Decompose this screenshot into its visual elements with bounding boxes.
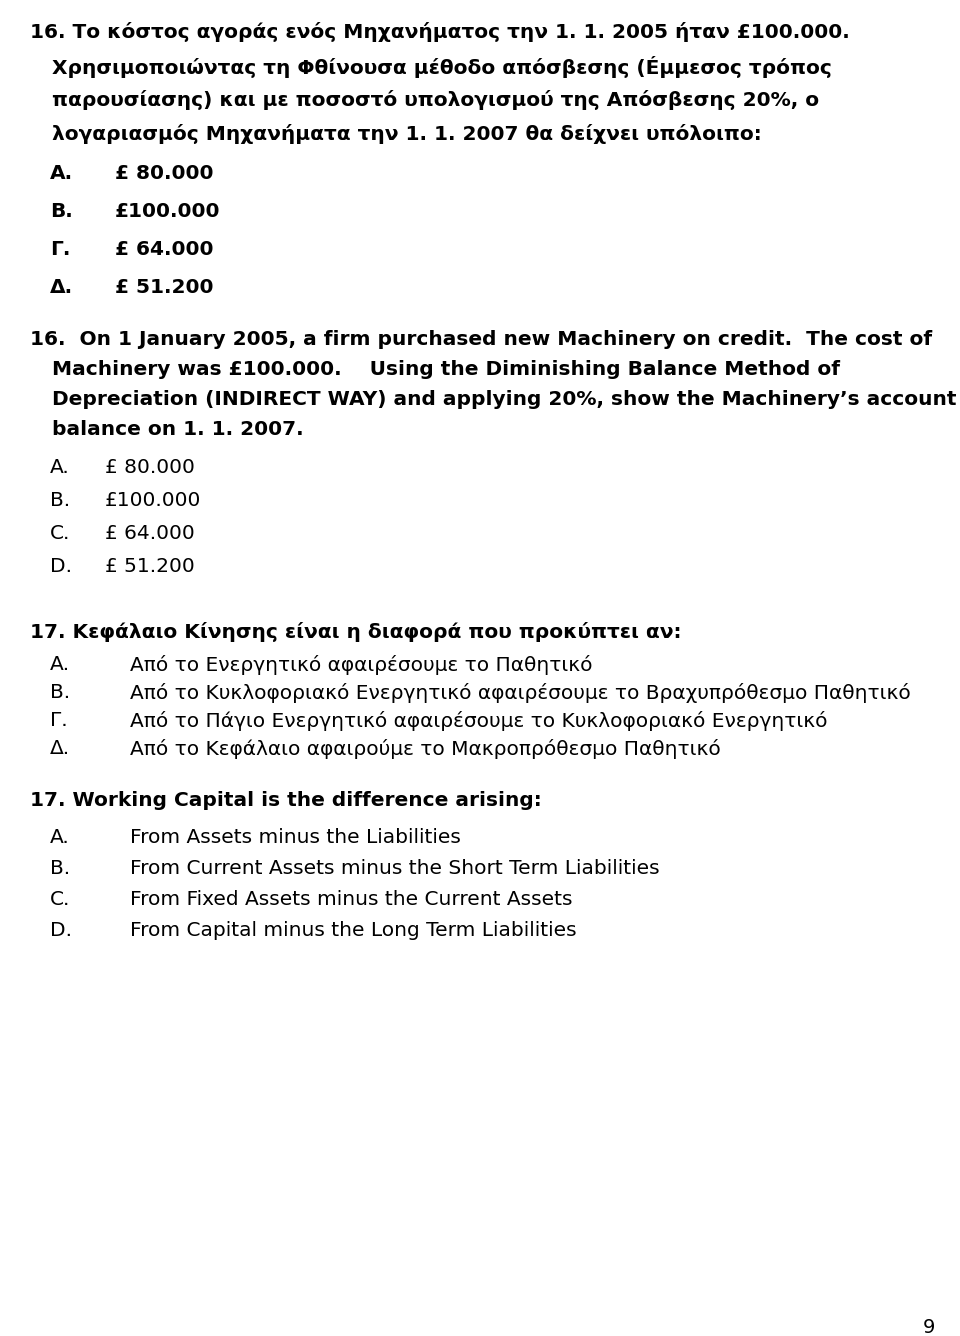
Text: From Fixed Assets minus the Current Assets: From Fixed Assets minus the Current Asse… bbox=[130, 890, 572, 908]
Text: £ 51.200: £ 51.200 bbox=[105, 557, 195, 576]
Text: παρουσίασης) και με ποσοστό υπολογισμού της Απόσβεσης 20%, ο: παρουσίασης) και με ποσοστό υπολογισμού … bbox=[52, 90, 819, 110]
Text: Β.: Β. bbox=[50, 202, 73, 220]
Text: balance on 1. 1. 2007.: balance on 1. 1. 2007. bbox=[52, 420, 303, 440]
Text: £ 64.000: £ 64.000 bbox=[105, 524, 195, 542]
Text: C.: C. bbox=[50, 524, 70, 542]
Text: Από το Κεφάλαιο αφαιρούμε το Μακροπρόθεσμο Παθητικό: Από το Κεφάλαιο αφαιρούμε το Μακροπρόθεσ… bbox=[130, 739, 721, 759]
Text: Β.: Β. bbox=[50, 683, 70, 701]
Text: 16. Το κόστος αγοράς ενός Μηχανήματος την 1. 1. 2005 ήταν £100.000.: 16. Το κόστος αγοράς ενός Μηχανήματος τη… bbox=[30, 21, 850, 41]
Text: Δ.: Δ. bbox=[50, 278, 73, 297]
Text: £ 51.200: £ 51.200 bbox=[115, 278, 213, 297]
Text: £ 80.000: £ 80.000 bbox=[115, 164, 213, 183]
Text: Depreciation (INDIRECT WAY) and applying 20%, show the Machinery’s account: Depreciation (INDIRECT WAY) and applying… bbox=[52, 390, 956, 409]
Text: £ 64.000: £ 64.000 bbox=[115, 240, 213, 259]
Text: 16.  On 1 January 2005, a firm purchased new Machinery on credit.  The cost of: 16. On 1 January 2005, a firm purchased … bbox=[30, 330, 932, 349]
Text: A.: A. bbox=[50, 828, 70, 847]
Text: B.: B. bbox=[50, 492, 70, 510]
Text: λογαριασμός Μηχανήματα την 1. 1. 2007 θα δείχνει υπόλοιπο:: λογαριασμός Μηχανήματα την 1. 1. 2007 θα… bbox=[52, 124, 761, 144]
Text: Α.: Α. bbox=[50, 655, 70, 673]
Text: 9: 9 bbox=[923, 1319, 935, 1336]
Text: Γ.: Γ. bbox=[50, 240, 70, 259]
Text: Δ.: Δ. bbox=[50, 739, 70, 758]
Text: £100.000: £100.000 bbox=[115, 202, 221, 220]
Text: £100.000: £100.000 bbox=[105, 492, 202, 510]
Text: Χρησιμοποιώντας τη Φθίνουσα μέθοδο απόσβεσης (Éμμεσος τρόπος: Χρησιμοποιώντας τη Φθίνουσα μέθοδο απόσβ… bbox=[52, 56, 832, 77]
Text: £ 80.000: £ 80.000 bbox=[105, 458, 195, 477]
Text: Α.: Α. bbox=[50, 164, 73, 183]
Text: Machinery was £100.000.    Using the Diminishing Balance Method of: Machinery was £100.000. Using the Dimini… bbox=[52, 359, 840, 379]
Text: From Assets minus the Liabilities: From Assets minus the Liabilities bbox=[130, 828, 461, 847]
Text: B.: B. bbox=[50, 859, 70, 878]
Text: A.: A. bbox=[50, 458, 70, 477]
Text: C.: C. bbox=[50, 890, 70, 908]
Text: D.: D. bbox=[50, 921, 72, 941]
Text: D.: D. bbox=[50, 557, 72, 576]
Text: 17. Κεφάλαιο Κίνησης είναι η διαφορά που προκύπτει αν:: 17. Κεφάλαιο Κίνησης είναι η διαφορά που… bbox=[30, 623, 682, 643]
Text: From Capital minus the Long Term Liabilities: From Capital minus the Long Term Liabili… bbox=[130, 921, 577, 941]
Text: Γ.: Γ. bbox=[50, 711, 67, 729]
Text: From Current Assets minus the Short Term Liabilities: From Current Assets minus the Short Term… bbox=[130, 859, 660, 878]
Text: Από το Πάγιο Ενεργητικό αφαιρέσουμε το Κυκλοφοριακό Ενεργητικό: Από το Πάγιο Ενεργητικό αφαιρέσουμε το Κ… bbox=[130, 711, 828, 731]
Text: Από το Κυκλοφοριακό Ενεργητικό αφαιρέσουμε το Βραχυπρόθεσμο Παθητικό: Από το Κυκλοφοριακό Ενεργητικό αφαιρέσου… bbox=[130, 683, 911, 703]
Text: Από το Ενεργητικό αφαιρέσουμε το Παθητικό: Από το Ενεργητικό αφαιρέσουμε το Παθητικ… bbox=[130, 655, 592, 675]
Text: 17. Working Capital is the difference arising:: 17. Working Capital is the difference ar… bbox=[30, 791, 541, 810]
